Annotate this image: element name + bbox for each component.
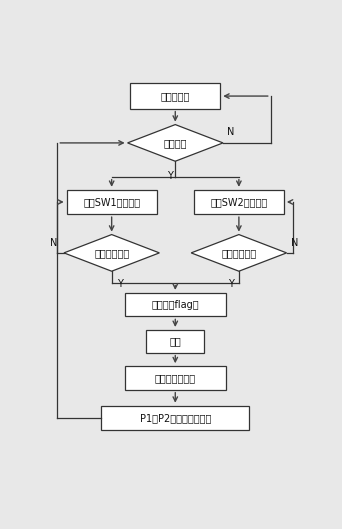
Polygon shape (191, 234, 287, 271)
Text: 等待按键释放: 等待按键释放 (221, 248, 256, 258)
Text: 等待按键释放: 等待按键释放 (94, 248, 129, 258)
FancyBboxPatch shape (101, 406, 249, 430)
Polygon shape (64, 234, 159, 271)
Text: Y: Y (228, 279, 234, 288)
Text: 按键SW2（递减）: 按键SW2（递减） (210, 197, 267, 207)
Text: N: N (50, 238, 57, 248)
FancyBboxPatch shape (125, 366, 226, 390)
Text: P1、P2口输出编码数据: P1、P2口输出编码数据 (140, 413, 211, 423)
Text: N: N (291, 238, 298, 248)
Text: 按键SW1（递增）: 按键SW1（递增） (83, 197, 140, 207)
Text: 设置标志flag值: 设置标志flag值 (152, 299, 199, 309)
FancyBboxPatch shape (194, 190, 284, 214)
Text: N: N (227, 127, 234, 137)
Polygon shape (128, 124, 223, 161)
Text: Y: Y (167, 171, 173, 181)
Text: 等待中断: 等待中断 (163, 138, 187, 148)
Text: 查表: 查表 (169, 336, 181, 346)
FancyBboxPatch shape (146, 330, 205, 353)
FancyBboxPatch shape (130, 84, 220, 108)
FancyBboxPatch shape (67, 190, 157, 214)
FancyBboxPatch shape (125, 293, 226, 316)
Text: 调用显示子程序: 调用显示子程序 (155, 373, 196, 383)
Text: 系统初始化: 系统初始化 (161, 91, 190, 101)
Text: Y: Y (117, 279, 123, 288)
